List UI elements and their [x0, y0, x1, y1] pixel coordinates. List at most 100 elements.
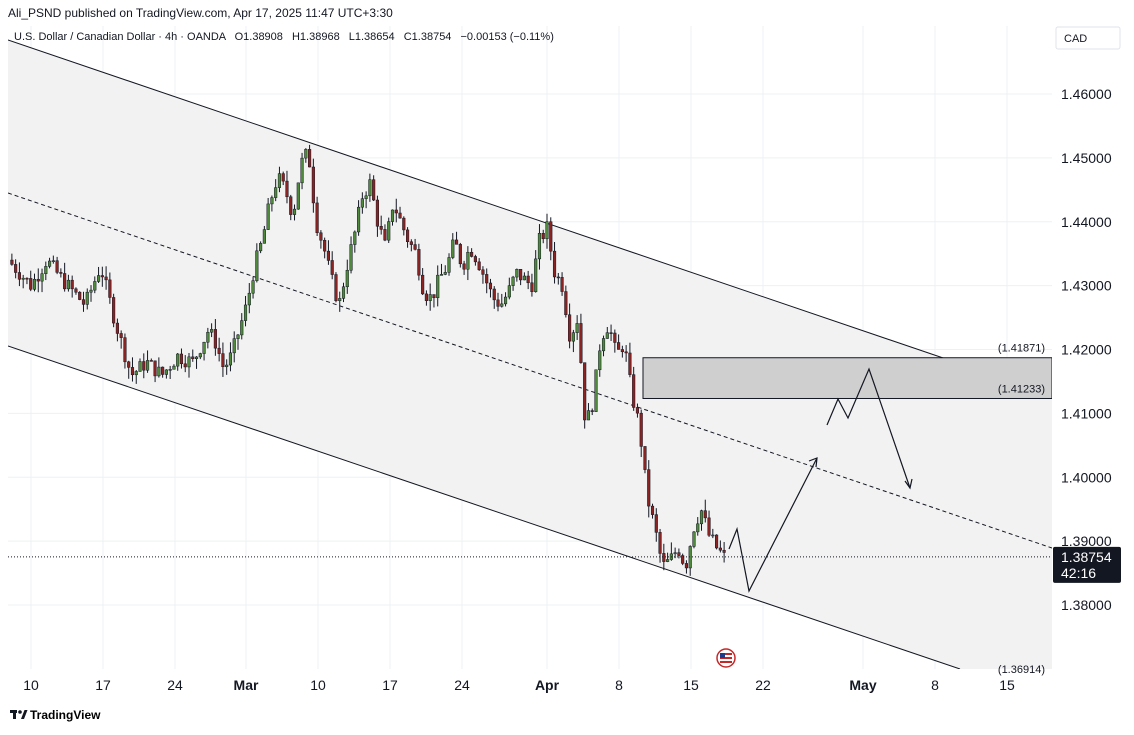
candle-body	[191, 356, 195, 360]
candle-body	[549, 221, 553, 252]
candle-body	[681, 555, 685, 564]
projection-arrowhead-1	[808, 457, 818, 468]
candle-body	[635, 407, 640, 414]
channel-lower-line[interactable]	[8, 345, 961, 669]
candle-body	[428, 294, 432, 301]
candle-body	[74, 288, 78, 293]
channel-upper-line[interactable]	[8, 39, 1052, 396]
time-tick-label: 10	[23, 677, 39, 693]
zone-label-bottom: (1.41233)	[998, 383, 1045, 395]
ohlc-low: L1.38654	[349, 31, 395, 43]
price-axis[interactable]: 1.46000 1.45000 1.44000 1.43000 1.42000 1.410…	[1061, 86, 1112, 613]
tradingview-logo[interactable]: TradingView	[0, 700, 140, 730]
time-tick-label: 15	[683, 677, 699, 693]
candle-body	[326, 250, 331, 261]
candle-body	[643, 446, 647, 470]
currency-box[interactable]	[1055, 26, 1121, 50]
resistance-zone[interactable]	[642, 357, 1052, 399]
candle-body	[398, 212, 402, 219]
candle-body	[78, 291, 82, 300]
candle-body	[458, 244, 462, 265]
candle-body	[598, 350, 602, 371]
candle-body	[153, 360, 157, 377]
candle-body	[586, 410, 591, 421]
candle-body	[424, 293, 428, 301]
candle-body	[292, 208, 297, 215]
candle-body	[315, 202, 319, 234]
candle-body	[722, 549, 726, 553]
candle-body	[368, 179, 372, 197]
time-tick-label: 24	[167, 677, 183, 693]
candles	[10, 144, 726, 576]
price-tick-label: 1.44000	[1061, 214, 1112, 230]
candle-body	[349, 244, 353, 271]
usdcad-chart[interactable]: (1.41871) (1.41233) (1.36914) U.S. Dolla…	[0, 0, 1134, 700]
candle-body	[29, 278, 33, 290]
tradingview-logo-text: TradingView	[30, 708, 101, 722]
candle-body	[93, 281, 97, 291]
candle-body	[402, 217, 406, 231]
candle-body	[624, 351, 628, 354]
candle-body	[628, 352, 632, 375]
candle-body	[568, 314, 572, 342]
candle-body	[485, 274, 489, 284]
candle-body	[289, 196, 293, 215]
publisher-line: Ali_PSND published on TradingView.com, A…	[0, 0, 1134, 26]
channel-midline[interactable]	[8, 192, 1052, 549]
candle-body	[662, 553, 666, 562]
candle-body	[51, 260, 55, 262]
candle-body	[308, 149, 312, 168]
price-tick-label: 1.42000	[1061, 342, 1112, 358]
tradingview-logo-icon	[10, 710, 28, 719]
candle-body	[296, 182, 300, 210]
candle-body	[142, 361, 146, 371]
candle-body	[168, 369, 172, 371]
candle-body	[228, 352, 233, 366]
candle-body	[274, 187, 278, 198]
candle-body	[17, 272, 21, 280]
candle-body	[609, 332, 613, 334]
candle-body	[654, 514, 658, 533]
time-tick-label: 24	[454, 677, 470, 693]
candle-body	[266, 203, 270, 230]
projection-path[interactable]	[728, 457, 818, 593]
candle-body	[473, 256, 477, 263]
candle-body	[172, 365, 176, 370]
candle-body	[707, 517, 711, 536]
candle-body	[232, 338, 236, 354]
price-tick-label: 1.45000	[1061, 150, 1112, 166]
candle-body	[477, 261, 481, 271]
ohlc-change: −0.00153 (−0.11%)	[461, 31, 554, 43]
candle-body	[394, 209, 398, 214]
candle-body	[571, 332, 575, 342]
candle-body	[334, 274, 338, 302]
candle-body	[225, 364, 229, 368]
time-tick-label: 22	[755, 677, 771, 693]
time-tick-label: Mar	[234, 677, 259, 693]
projection-arrowhead-2	[904, 478, 913, 490]
candle-body	[221, 353, 225, 368]
candle-body	[417, 249, 421, 276]
candle-body	[304, 149, 308, 159]
candle-body	[176, 353, 180, 367]
candle-body	[511, 276, 515, 286]
currency-label: CAD	[1064, 33, 1087, 45]
candle-body	[470, 251, 474, 257]
us-flag-event-icon[interactable]	[716, 648, 736, 668]
candle-body	[684, 563, 689, 569]
candle-body	[364, 195, 368, 199]
candle-body	[338, 298, 342, 302]
time-axis[interactable]: 10 17 24 Mar 10 17 24 Apr 8 15 22 May 8 15	[23, 677, 1015, 693]
candle-body	[319, 232, 323, 241]
candle-body	[198, 353, 202, 358]
projection-path-2[interactable]	[826, 367, 911, 489]
candle-body	[575, 323, 579, 333]
time-tick-label: 17	[95, 677, 111, 693]
candle-body	[183, 363, 187, 368]
candle-body	[699, 510, 704, 525]
candle-body	[696, 523, 700, 533]
candle-body	[632, 374, 636, 408]
candle-body	[187, 356, 191, 368]
candle-body	[650, 505, 655, 515]
candle-body	[639, 412, 643, 447]
